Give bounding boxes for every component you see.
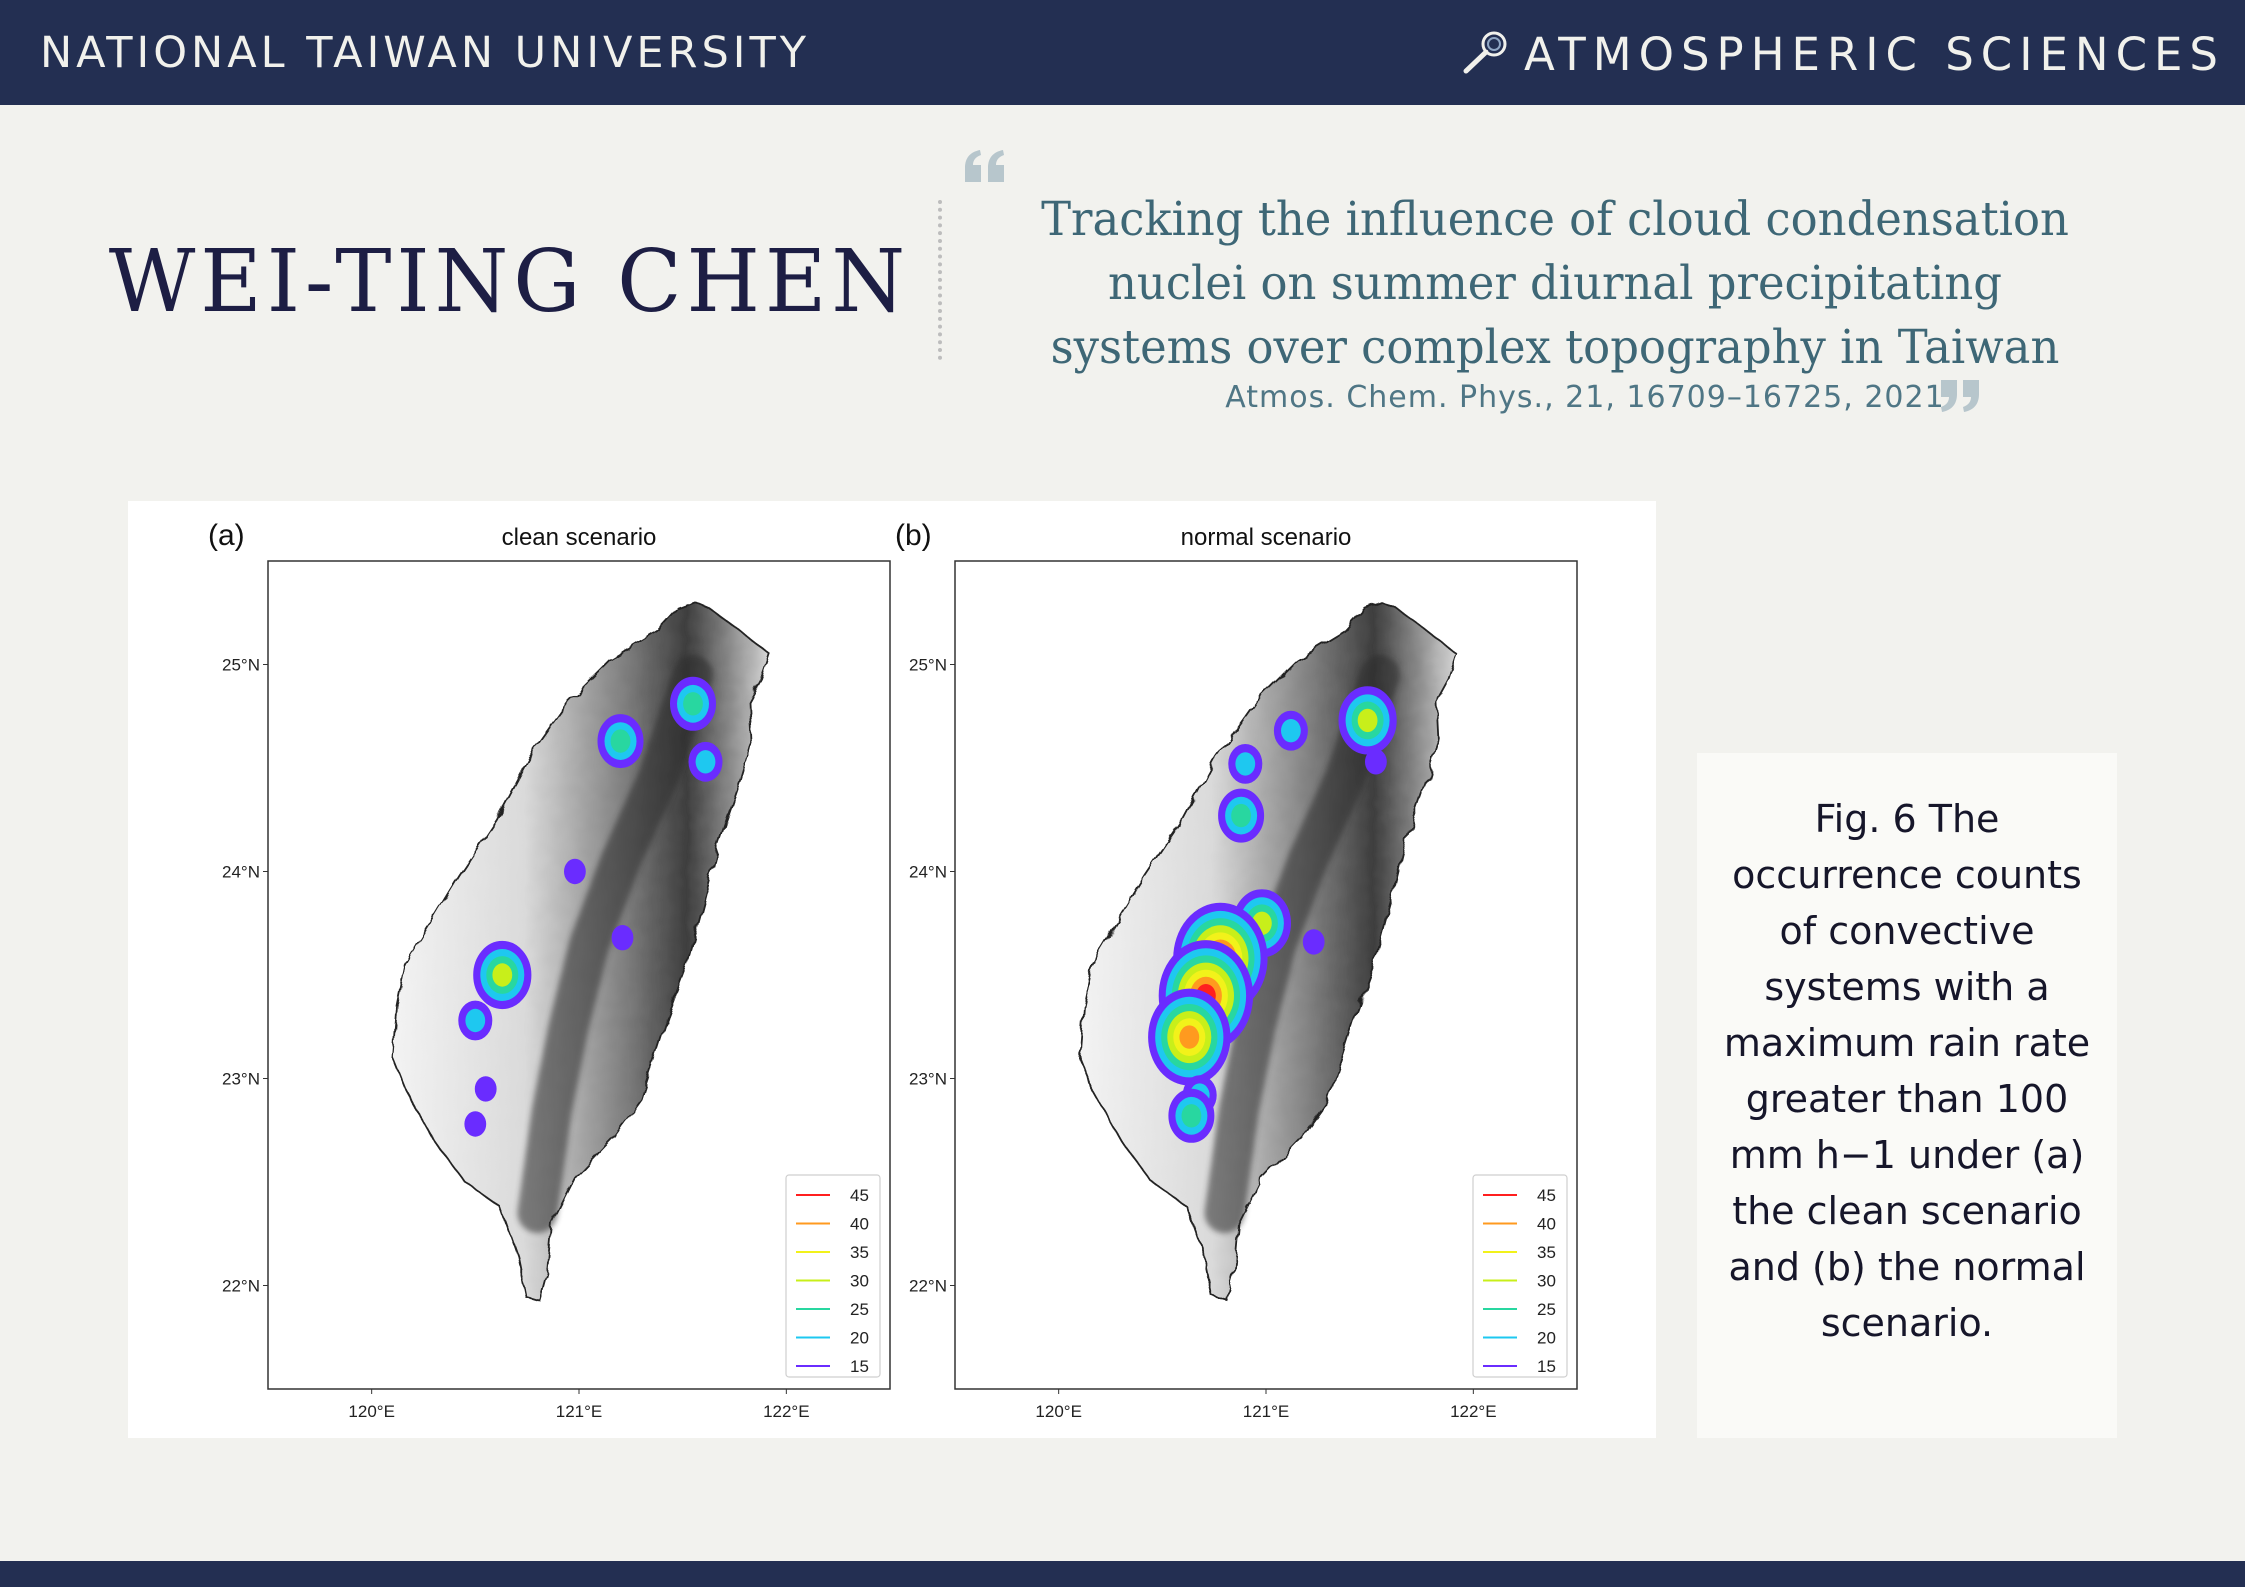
panel-clean-scenario: (a) clean scenario 120°E 121°E 122°E 25°N 24…: [208, 519, 891, 1422]
convective-system: [1273, 710, 1308, 751]
rain-map-figure: (a) clean scenario 120°E 121°E 122°E 25°N 24…: [208, 519, 1578, 1422]
panel-label: (b): [895, 519, 932, 552]
convective-system: [1365, 749, 1387, 775]
quote-open-icon: [965, 150, 1004, 182]
contour-level: [683, 692, 703, 716]
convective-system: [464, 1111, 487, 1137]
contour-level: [1179, 1025, 1200, 1049]
x-tick-label: 120°E: [348, 1402, 395, 1421]
legend-label: 25: [850, 1300, 869, 1319]
caption-box: Fig. 6 The occurrence counts of convecti…: [1697, 753, 2117, 1438]
legend-box: [1472, 1174, 1568, 1378]
convective-system: [1338, 686, 1397, 755]
paper-citation: Atmos. Chem. Phys., 21, 16709–16725, 202…: [1225, 380, 1945, 415]
contour-level: [610, 729, 631, 753]
convective-system: [473, 940, 532, 1010]
legend-label: 40: [850, 1215, 869, 1234]
x-tick-label: 120°E: [1035, 1402, 1082, 1421]
panel-title: clean scenario: [502, 524, 657, 551]
x-tick-label: 122°E: [1450, 1402, 1497, 1421]
legend-label: 45: [850, 1186, 869, 1205]
contour-level: [464, 1111, 487, 1137]
legend-label: 25: [1537, 1300, 1556, 1319]
figure-caption: Fig. 6 The occurrence counts of convecti…: [1723, 797, 2091, 1345]
contour-level: [492, 963, 513, 987]
contour-level: [465, 1008, 486, 1033]
legend-box: [785, 1174, 881, 1378]
contour-level: [474, 1076, 497, 1102]
quote-close-icon: [1941, 380, 1979, 412]
legend-label: 40: [1537, 1215, 1556, 1234]
convective-system: [1228, 744, 1263, 784]
convective-system: [458, 1000, 493, 1041]
y-tick-label: 25°N: [222, 656, 260, 675]
legend-label: 30: [850, 1272, 869, 1291]
contour-level: [1357, 708, 1378, 733]
legend-label: 35: [850, 1243, 869, 1262]
convective-system: [564, 858, 586, 885]
institution-name: NATIONAL TAIWAN UNIVERSITY: [40, 28, 810, 78]
convective-system: [1168, 1088, 1215, 1143]
x-tick-label: 121°E: [556, 1402, 603, 1421]
convective-system: [1148, 988, 1231, 1086]
top-banner: NATIONAL TAIWAN UNIVERSITY ATMOSPHERIC S…: [0, 0, 2245, 105]
convective-system: [597, 714, 644, 769]
y-tick-label: 23°N: [222, 1070, 260, 1089]
y-tick-label: 24°N: [222, 863, 260, 882]
convective-systems: [1148, 686, 1397, 1143]
legend-label: 20: [850, 1329, 869, 1348]
legend-label: 30: [1537, 1272, 1556, 1291]
contour-level: [1365, 749, 1387, 775]
x-tick-label: 122°E: [763, 1402, 810, 1421]
legend-label: 15: [1537, 1357, 1556, 1376]
dotted-divider: [938, 200, 942, 360]
department-name: ATMOSPHERIC SCIENCES: [1523, 28, 2225, 81]
convective-system: [688, 741, 723, 782]
panel-label: (a): [208, 519, 245, 552]
author-name: WEI-TING CHEN: [108, 232, 911, 332]
figure: (a) clean scenario 120°E 121°E 122°E 25°N 24…: [128, 501, 1656, 1438]
panel-normal-scenario: (b) normal scenario 120°E 121°E 122°E 25°N 2…: [895, 519, 1578, 1422]
legend: 45 40 35 30 25 20 15: [785, 1174, 881, 1378]
legend-label: 45: [1537, 1186, 1556, 1205]
y-tick-label: 25°N: [909, 656, 947, 675]
convective-system: [1218, 788, 1265, 843]
contour-level: [611, 925, 634, 951]
contour-level: [1281, 719, 1301, 743]
contour-level: [1231, 803, 1251, 828]
convective-system: [1302, 929, 1325, 955]
contour-level: [1302, 929, 1325, 955]
panel-title: normal scenario: [1181, 524, 1352, 551]
y-tick-label: 22°N: [909, 1277, 947, 1296]
legend-label: 20: [1537, 1329, 1556, 1348]
axis-ticks: 120°E 121°E 122°E 25°N 24°N 23°N 22°N: [909, 656, 1497, 1422]
taiwan-terrain: [391, 601, 771, 1302]
legend: 45 40 35 30 25 20 15: [1472, 1174, 1568, 1378]
legend-label: 15: [850, 1357, 869, 1376]
axis-ticks: 120°E 121°E 122°E 25°N 24°N 23°N 22°N: [222, 656, 810, 1422]
x-tick-label: 121°E: [1243, 1402, 1290, 1421]
y-tick-label: 23°N: [909, 1070, 947, 1089]
convective-system: [670, 676, 716, 731]
convective-systems: [458, 676, 723, 1137]
contour-level: [1235, 752, 1256, 776]
convective-system: [474, 1076, 497, 1102]
y-tick-label: 22°N: [222, 1277, 260, 1296]
central-mountain-range: [517, 654, 713, 1233]
convective-system: [611, 925, 634, 951]
paper-title: Tracking the influence of cloud condensa…: [1041, 192, 2069, 375]
magnifier-icon: [1463, 31, 1507, 74]
contour-level: [1181, 1104, 1202, 1128]
y-tick-label: 24°N: [909, 863, 947, 882]
bottom-banner: [0, 1561, 2245, 1587]
contour-level: [564, 858, 586, 885]
legend-label: 35: [1537, 1243, 1556, 1262]
contour-level: [695, 750, 716, 774]
